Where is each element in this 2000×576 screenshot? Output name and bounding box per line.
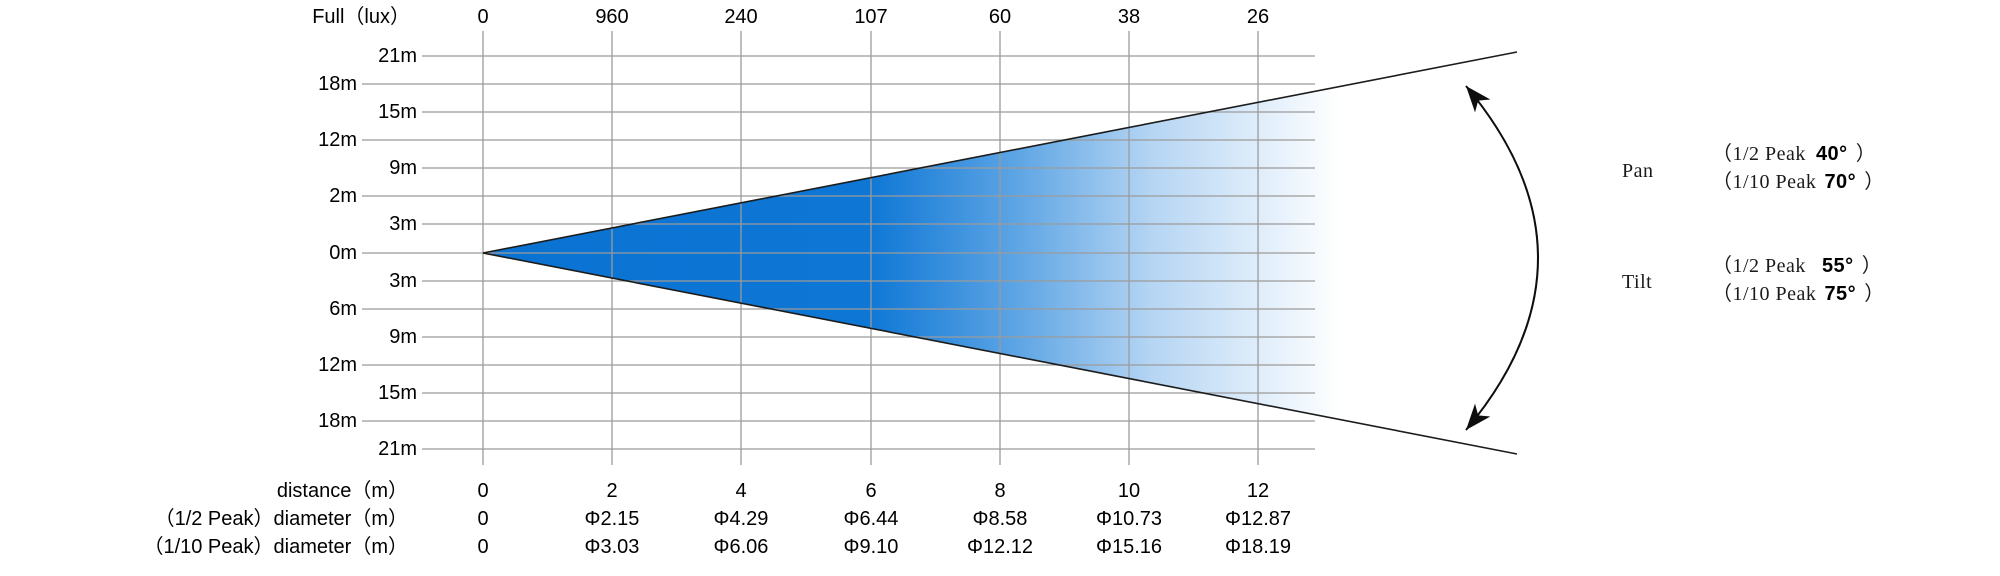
distance-value-0: 0 [477, 480, 489, 502]
tilt-tenth-peak-line: （1/10 Peak 75° ） [1712, 283, 1885, 305]
tenth-peak-value-5: Φ15.16 [1095, 536, 1162, 558]
pan-tenth-peak-suffix: ） [1864, 171, 1885, 193]
y-axis-label-9: 6m [329, 298, 357, 320]
pan-half-peak-value: 40° [1815, 143, 1848, 165]
pan-half-peak-suffix: ） [1855, 143, 1877, 165]
distance-value-5: 10 [1117, 480, 1141, 502]
pan-tenth-peak-value: 70° [1824, 171, 1857, 193]
half-peak-value-5: Φ10.73 [1095, 508, 1162, 530]
y-axis-label-0: 21m [378, 45, 417, 67]
half-peak-value-4: Φ8.58 [972, 508, 1028, 530]
pan-half-peak-line: （1/2 Peak 40° ） [1712, 143, 1876, 165]
distance-value-4: 8 [994, 480, 1006, 502]
full-lux-value-4: 60 [988, 6, 1012, 28]
pan-label: Pan [1622, 160, 1654, 182]
tilt-half-peak-value: 55° [1821, 255, 1854, 277]
y-axis-label-8: 3m [389, 270, 417, 292]
half-peak-value-2: Φ4.29 [713, 508, 769, 530]
grid-lines [362, 31, 1315, 465]
full-lux-value-0: 0 [477, 6, 489, 28]
pan-half-peak-prefix: （1/2 Peak [1712, 143, 1806, 165]
tenth-peak-value-0: 0 [477, 536, 489, 558]
y-axis-label-5: 2m [329, 185, 357, 207]
half-peak-value-6: Φ12.87 [1224, 508, 1291, 530]
full-lux-value-5: 38 [1117, 6, 1141, 28]
y-axis-label-12: 15m [378, 382, 417, 404]
tilt-half-peak-prefix: （1/2 Peak [1712, 255, 1806, 277]
distance-value-6: 12 [1246, 480, 1270, 502]
y-axis-label-11: 12m [318, 354, 357, 376]
half-peak-value-1: Φ2.15 [584, 508, 640, 530]
tenth-peak-value-6: Φ18.19 [1224, 536, 1291, 558]
full-lux-value-2: 240 [724, 6, 758, 28]
full-lux-value-6: 26 [1246, 6, 1270, 28]
tilt-half-peak-suffix: ） [1861, 255, 1883, 277]
half-peak-value-0: 0 [477, 508, 489, 530]
beam-angle-arc [1465, 85, 1539, 431]
tilt-tenth-peak-prefix: （1/10 Peak [1712, 283, 1817, 305]
half-peak-value-3: Φ6.44 [843, 508, 899, 530]
y-axis-label-14: 21m [378, 438, 417, 460]
tenth-peak-value-2: Φ6.06 [713, 536, 769, 558]
y-axis-label-4: 9m [389, 157, 417, 179]
y-axis-label-1: 18m [318, 73, 357, 95]
y-axis-label-13: 18m [318, 410, 357, 432]
tilt-tenth-peak-suffix: ） [1864, 283, 1885, 305]
distance-value-3: 6 [865, 480, 877, 502]
tenth-peak-value-4: Φ12.12 [966, 536, 1033, 558]
tenth-peak-value-3: Φ9.10 [843, 536, 899, 558]
pan-tenth-peak-prefix: （1/10 Peak [1712, 171, 1817, 193]
y-axis-label-6: 3m [389, 213, 417, 235]
tilt-label: Tilt [1622, 271, 1653, 293]
full-lux-label: Full（lux） [312, 6, 410, 28]
tenth-peak-value-1: Φ3.03 [584, 536, 640, 558]
y-axis-label-10: 9m [389, 326, 417, 348]
full-lux-value-3: 107 [854, 6, 888, 28]
distance-row-label: distance（m） [276, 480, 408, 502]
tilt-half-peak-line: （1/2 Peak 55° ） [1712, 255, 1882, 277]
half-peak-row-label: （1/2 Peak）diameter（m） [154, 508, 408, 530]
tilt-tenth-peak-value: 75° [1824, 283, 1857, 305]
distance-value-1: 2 [606, 480, 618, 502]
y-axis-label-7: 0m [329, 242, 357, 264]
full-lux-value-1: 960 [595, 6, 629, 28]
y-axis-label-2: 15m [378, 101, 417, 123]
y-axis-label-3: 12m [318, 129, 357, 151]
beam-edge-lines [482, 51, 1518, 455]
tenth-peak-row-label: （1/10 Peak）diameter（m） [143, 536, 408, 558]
distance-value-2: 4 [735, 480, 747, 502]
pan-tenth-peak-line: （1/10 Peak 70° ） [1712, 171, 1885, 193]
